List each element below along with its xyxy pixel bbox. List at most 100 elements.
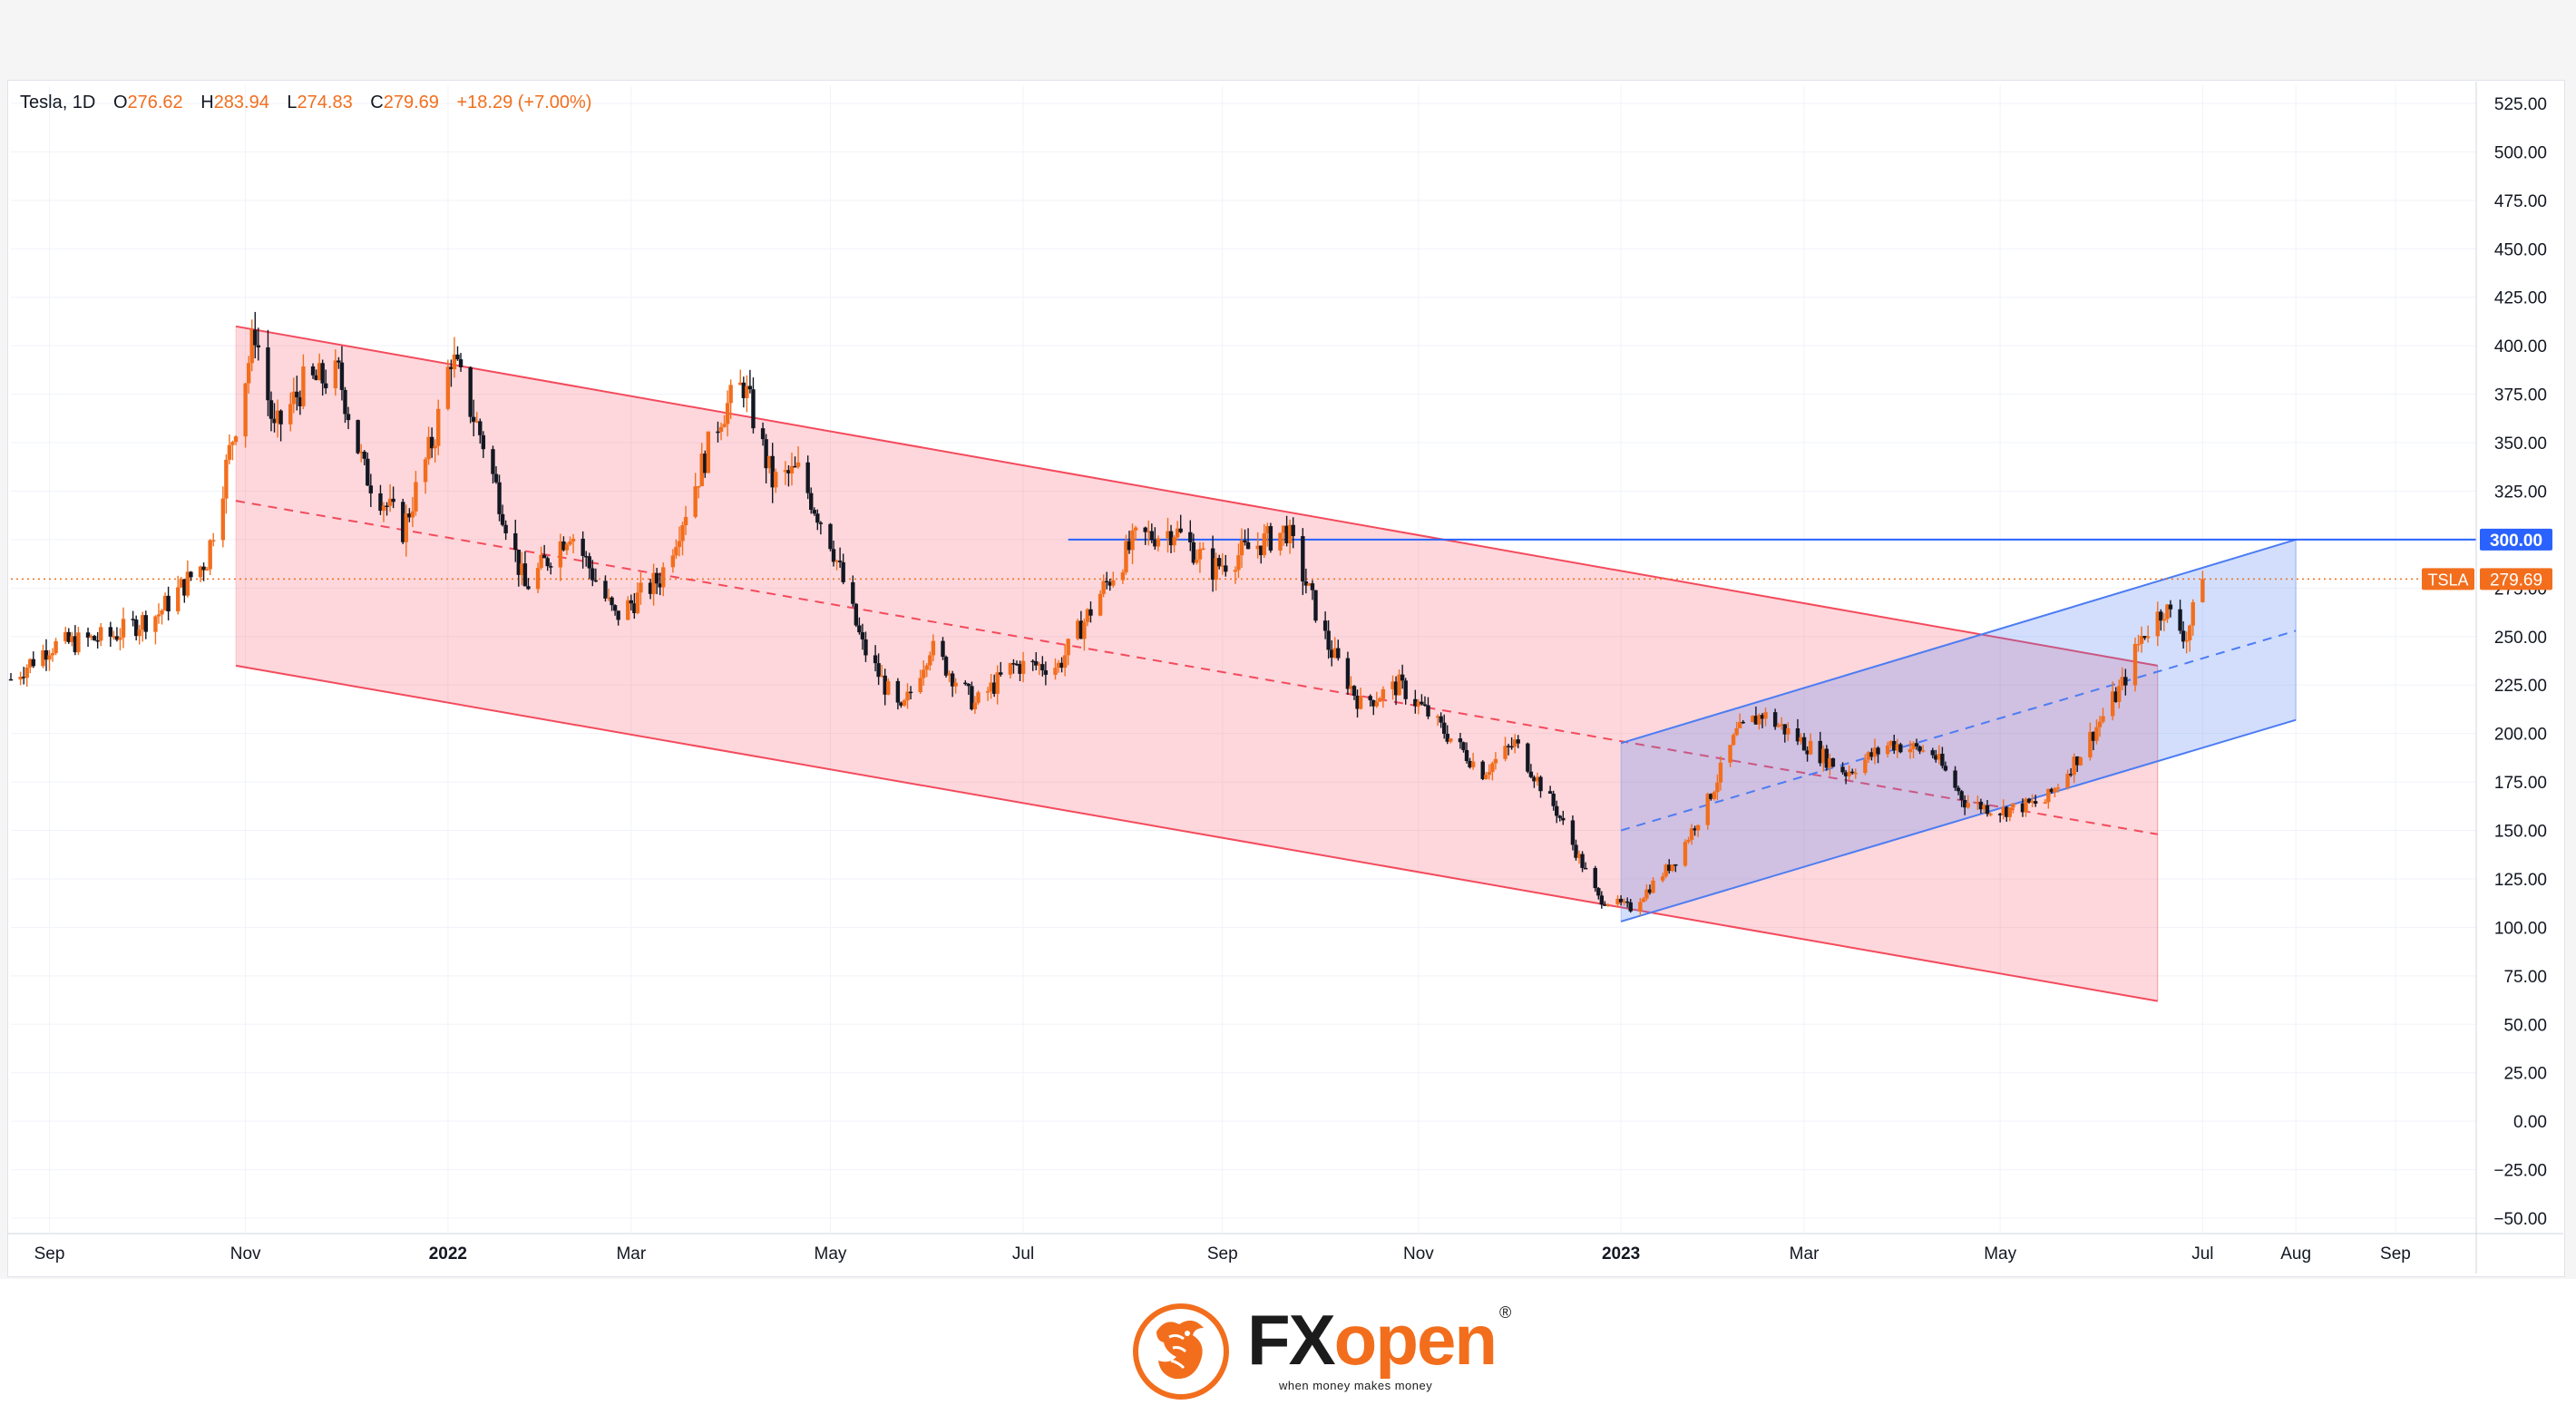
- chart-panel[interactable]: [7, 80, 2565, 1277]
- candle-body: [1535, 776, 1540, 782]
- candle-body: [201, 566, 206, 571]
- candle-body: [410, 511, 415, 518]
- candle-body: [1863, 759, 1868, 774]
- x-tick-label: Sep: [1207, 1244, 1238, 1264]
- candle-body: [472, 416, 476, 423]
- candle-body: [474, 421, 479, 423]
- candle-body: [584, 555, 589, 558]
- candle-body: [947, 673, 951, 676]
- x-tick-label: Sep: [2380, 1244, 2411, 1264]
- candle-body: [266, 347, 270, 401]
- candle-body: [908, 691, 913, 694]
- candle-body: [436, 408, 441, 446]
- candle-body: [66, 631, 71, 642]
- candle-body: [610, 597, 614, 606]
- ohlc-legend: Tesla, 1D O276.62 H283.94 L274.83 C279.6…: [20, 93, 591, 113]
- candle-body: [1876, 747, 1880, 755]
- y-tick-label: 250.00: [2494, 629, 2547, 648]
- candle-body: [851, 581, 855, 604]
- candle-body: [1892, 740, 1897, 751]
- candle-body: [612, 605, 618, 611]
- candle-body: [989, 682, 993, 692]
- candle-body: [76, 632, 81, 653]
- candle-body: [1351, 686, 1357, 696]
- candle-body: [1166, 531, 1170, 539]
- candle-body: [1689, 828, 1694, 840]
- candle-body: [1178, 528, 1183, 532]
- candle-body: [1849, 771, 1855, 774]
- candle-body: [268, 400, 274, 419]
- y-tick-label: 50.00: [2503, 1016, 2547, 1035]
- candle-body: [1988, 814, 1993, 815]
- candle-body: [1195, 559, 1199, 563]
- candle-body: [230, 442, 235, 445]
- candle-body: [1757, 715, 1761, 725]
- candle-body: [1124, 541, 1128, 572]
- candle-body: [854, 603, 859, 626]
- candle-body: [2046, 788, 2051, 803]
- candle-body: [1808, 740, 1813, 755]
- candle-body: [1997, 814, 2003, 815]
- candle-body: [1111, 580, 1116, 586]
- candle-body: [1330, 649, 1334, 659]
- candle-body: [1622, 901, 1626, 903]
- y-tick-label: 350.00: [2494, 434, 2547, 454]
- candle-body: [208, 540, 212, 570]
- candle-body: [558, 541, 563, 568]
- y-tick-label: 325.00: [2494, 483, 2547, 502]
- tsla-chart[interactable]: 525.00 500.00 475.00 450.00 425.00 400.00 375.…: [0, 0, 2576, 1279]
- candle-body: [985, 691, 990, 693]
- candle-body: [1596, 888, 1601, 896]
- candle-body: [899, 702, 903, 706]
- candle-body: [928, 655, 932, 666]
- candle-body: [1078, 620, 1084, 639]
- candle-body: [1233, 570, 1238, 572]
- candle-body: [1555, 805, 1559, 816]
- candle-body: [1210, 548, 1215, 581]
- candle-body: [28, 659, 33, 668]
- candle-body: [2184, 639, 2189, 642]
- x-tick-label: 2023: [1602, 1244, 1640, 1264]
- candle-body: [770, 455, 775, 488]
- candle-body: [414, 482, 418, 512]
- candle-body: [1956, 787, 1961, 792]
- candle-body: [1130, 530, 1135, 551]
- candle-body: [2159, 611, 2163, 621]
- candle-body: [112, 636, 116, 638]
- candle-body: [828, 523, 833, 550]
- candle-body: [1400, 674, 1405, 681]
- candle-body: [1349, 686, 1353, 689]
- candle-body: [278, 410, 283, 424]
- candle-body: [99, 627, 103, 641]
- candle-body: [876, 663, 881, 678]
- candle-body: [1426, 705, 1430, 717]
- candle-body: [1358, 696, 1363, 709]
- candle-body: [1461, 742, 1466, 750]
- candle-body: [725, 403, 730, 424]
- candle-body: [1156, 538, 1161, 547]
- candle-body: [1284, 525, 1289, 543]
- candle-body: [256, 345, 261, 348]
- candle-body: [1265, 526, 1270, 534]
- descending-channel-lower-line: [235, 664, 2158, 1002]
- x-tick-label: Nov: [1403, 1244, 1434, 1264]
- candle-body: [189, 571, 193, 578]
- candle-body: [722, 424, 727, 427]
- candle-body: [133, 620, 139, 637]
- legend-close: 279.69: [383, 93, 439, 112]
- candle-body: [1920, 750, 1926, 752]
- candle-body: [1888, 740, 1893, 746]
- candle-body: [426, 436, 431, 460]
- candle-body: [253, 329, 258, 346]
- candle-body: [1393, 681, 1399, 696]
- candle-body: [21, 677, 26, 678]
- candle-body: [1917, 746, 1922, 752]
- candle-body: [2055, 787, 2061, 789]
- candle-body: [1940, 753, 1945, 766]
- candle-body: [1011, 663, 1016, 665]
- candle-body: [1255, 545, 1260, 550]
- descending-channel: [235, 325, 2159, 1002]
- candle-body: [2132, 644, 2138, 686]
- candle-body: [1734, 727, 1739, 736]
- candle-body: [953, 682, 958, 687]
